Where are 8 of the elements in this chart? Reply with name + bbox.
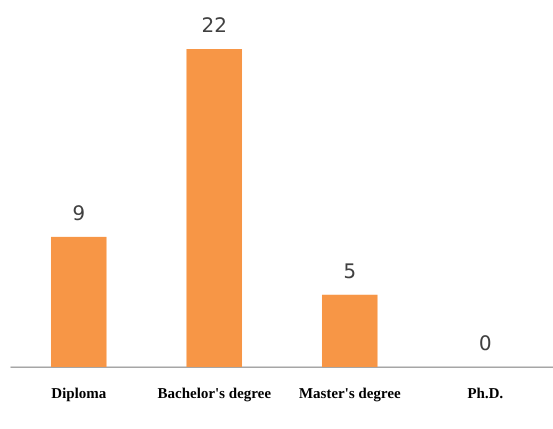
data-label: 0 [478,331,492,356]
data-label: 9 [72,201,86,226]
x-tick-label: Master's degree [298,386,401,402]
x-tick-label: Bachelor's degree [158,386,272,402]
x-tick-label: Diploma [51,386,107,402]
data-label: 22 [202,13,227,38]
data-label: 5 [343,258,356,283]
x-tick-label: Ph.D. [467,386,504,402]
